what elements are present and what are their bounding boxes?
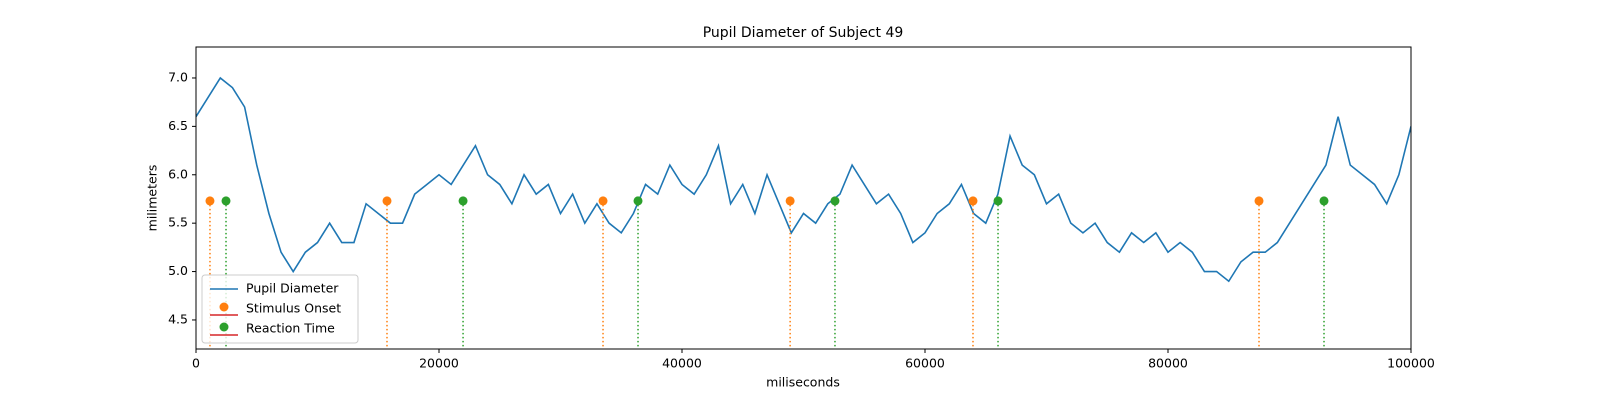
stem-marker <box>993 196 1003 206</box>
legend-box <box>201 274 359 344</box>
x-axis-label: miliseconds <box>766 375 840 390</box>
stem-marker <box>598 196 608 206</box>
x-tick-label: 20000 <box>419 356 459 371</box>
stem-marker <box>633 196 643 206</box>
y-tick-label: 6.5 <box>168 118 188 133</box>
data-line <box>196 76 1411 283</box>
stem-marker <box>968 196 978 206</box>
plot-frame <box>195 46 1412 350</box>
x-tick-label: 60000 <box>905 356 945 371</box>
x-tick-label: 0 <box>192 356 200 371</box>
y-tick-label: 4.5 <box>168 311 188 326</box>
stem-marker <box>1319 196 1329 206</box>
x-tick-label: 40000 <box>662 356 702 371</box>
legend-label: Reaction Time <box>246 321 335 336</box>
y-tick-label: 5.0 <box>168 263 188 278</box>
legend-marker <box>219 302 229 312</box>
stem-marker <box>830 196 840 206</box>
stem-marker <box>458 196 468 206</box>
y-tick-label: 6.0 <box>168 166 188 181</box>
plot-area <box>196 76 1411 349</box>
y-tick-label: 5.5 <box>168 215 188 230</box>
stem-marker <box>785 196 795 206</box>
y-tick-label: 7.0 <box>168 69 188 84</box>
stem-marker <box>1254 196 1264 206</box>
stem-marker <box>205 196 215 206</box>
stem-marker <box>221 196 231 206</box>
x-tick-label: 100000 <box>1387 356 1435 371</box>
legend-marker <box>219 322 229 332</box>
legend-label: Stimulus Onset <box>246 301 341 316</box>
stem-marker <box>382 196 392 206</box>
legend-label: Pupil Diameter <box>246 281 339 296</box>
y-axis-label: milimeters <box>145 165 160 232</box>
x-tick-label: 80000 <box>1148 356 1188 371</box>
chart-title: Pupil Diameter of Subject 49 <box>703 25 904 41</box>
